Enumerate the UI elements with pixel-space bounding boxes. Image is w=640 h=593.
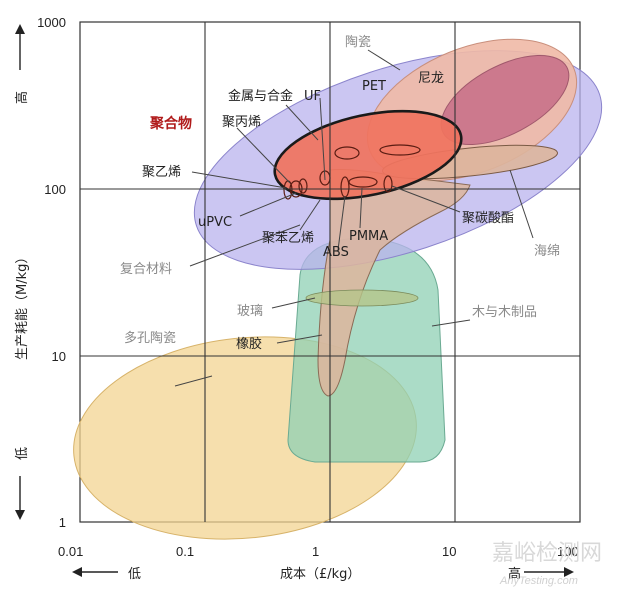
x-axis-high: 高 (508, 566, 521, 582)
label-upvc: uPVC (198, 215, 232, 230)
label-foam: 海绵 (534, 244, 560, 259)
label-rubber: 橡胶 (236, 336, 262, 352)
label-composite: 复合材料 (120, 262, 172, 277)
x-axis-low: 低 (128, 567, 141, 582)
label-uf: UF (304, 89, 321, 104)
x-tick-10: 10 (442, 544, 456, 559)
label-pet: PET (362, 79, 386, 94)
leader-lines (174, 49, 534, 387)
y-tick-100: 100 (44, 182, 66, 197)
y-tick-10: 10 (52, 349, 66, 364)
watermark-en: AnyTesting.com (499, 575, 578, 587)
x-axis-title: 成本（£/kg） (280, 567, 360, 582)
label-polyethylene: 聚乙烯 (142, 165, 181, 180)
label-ceramic: 陶瓷 (345, 34, 371, 50)
x-tick-100: 100 (557, 544, 579, 559)
label-metal-alloy: 金属与合金 (228, 88, 293, 104)
x-tick-0.1: 0.1 (176, 544, 194, 559)
y-tick-1000: 1000 (37, 15, 66, 30)
y-axis-title: 生产耗能（M/kg） (15, 251, 30, 360)
material-labels: 陶瓷 尼龙 PET 金属与合金 UF 聚合物 聚丙烯 聚乙烯 uPVC 聚苯乙烯… (120, 34, 560, 352)
x-tick-1: 1 (312, 544, 319, 559)
label-polycarbonate: 聚碳酸酯 (462, 211, 514, 226)
y-tick-labels: 1 10 100 1000 (37, 15, 66, 530)
label-wood: 木与木制品 (472, 305, 537, 320)
label-polypropylene: 聚丙烯 (222, 115, 261, 130)
x-tick-labels: 0.01 0.1 1 10 100 (58, 544, 579, 559)
x-arrow-right-icon (524, 567, 574, 577)
label-polymer: 聚合物 (149, 115, 192, 132)
label-porous-ceramic: 多孔陶瓷 (124, 330, 176, 346)
label-nylon: 尼龙 (418, 71, 444, 86)
label-abs: ABS (323, 245, 349, 260)
label-glass: 玻璃 (237, 304, 263, 319)
grid (80, 22, 580, 522)
y-arrow-down-icon (15, 476, 25, 520)
y-axis-high: 高 (14, 91, 30, 104)
envelopes (73, 38, 603, 540)
x-arrow-left-icon (72, 567, 118, 577)
y-tick-1: 1 (59, 515, 66, 530)
label-polystyrene: 聚苯乙烯 (262, 231, 314, 246)
glass-band (305, 289, 419, 307)
y-axis-low: 低 (15, 447, 30, 460)
polymer-envelope (273, 109, 463, 201)
y-arrow-up-icon (15, 24, 25, 70)
watermark-cn: 嘉峪检测网 (492, 541, 602, 566)
label-pmma: PMMA (349, 229, 388, 244)
x-tick-0.01: 0.01 (58, 544, 83, 559)
